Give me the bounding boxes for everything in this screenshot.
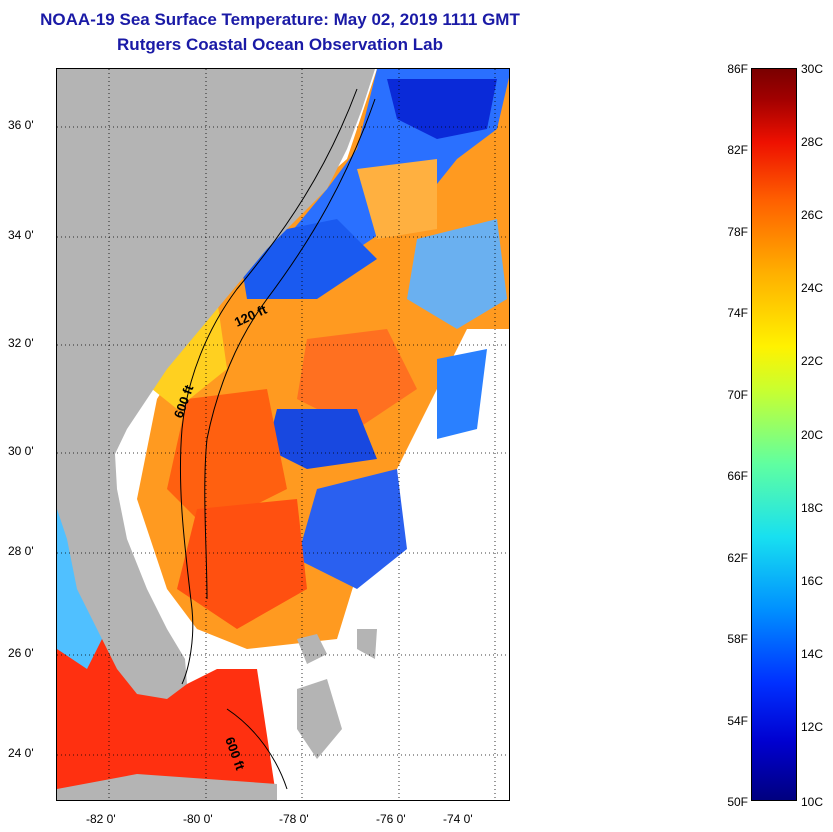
lat-label: 28 0' — [8, 544, 34, 558]
gulf-warm-water — [57, 489, 277, 800]
colorbar-c-label: 14C — [801, 647, 824, 661]
colorbar-f-label: 78F — [727, 225, 748, 239]
colorbar-c-label: 28C — [801, 135, 824, 149]
colorbar-f-label: 82F — [727, 143, 748, 157]
lon-label: -74 0' — [443, 812, 473, 826]
lon-label: -80 0' — [183, 812, 213, 826]
colorbar-c-label: 16C — [801, 574, 824, 588]
colorbar-c-label: 30C — [801, 62, 824, 76]
lon-label: -76 0' — [376, 812, 406, 826]
lon-label: -78 0' — [279, 812, 309, 826]
lat-label: 34 0' — [8, 228, 34, 242]
lat-label: 24 0' — [8, 746, 34, 760]
temperature-colorbar — [751, 68, 797, 801]
map-subtitle: Rutgers Coastal Ocean Observation Lab — [117, 35, 443, 54]
map-title: NOAA-19 Sea Surface Temperature: May 02,… — [40, 10, 520, 29]
lat-label: 32 0' — [8, 336, 34, 350]
colorbar-f-label: 86F — [727, 62, 748, 76]
colorbar-f-label: 74F — [727, 306, 748, 320]
cuba-land — [57, 774, 277, 800]
colorbar-c-label: 12C — [801, 720, 824, 734]
lon-label: -82 0' — [86, 812, 116, 826]
sst-swath — [117, 69, 509, 649]
bahamas-island — [357, 629, 377, 659]
colorbar-f-label: 62F — [727, 551, 748, 565]
colorbar-f-label: 50F — [727, 795, 748, 809]
colorbar-c-label: 26C — [801, 208, 824, 222]
colorbar-c-label: 22C — [801, 354, 824, 368]
isobath-contours — [179, 88, 376, 790]
colorbar-f-label: 70F — [727, 388, 748, 402]
lat-label: 26 0' — [8, 646, 34, 660]
lat-label: 36 0' — [8, 118, 34, 132]
lat-label: 30 0' — [8, 444, 34, 458]
colorbar-f-label: 66F — [727, 469, 748, 483]
sst-map: 120 ft 600 ft 600 ft — [56, 68, 510, 801]
sst-map-canvas: 120 ft 600 ft 600 ft — [57, 69, 509, 800]
colorbar-f-label: 54F — [727, 714, 748, 728]
bahamas-island — [297, 634, 327, 664]
us-land — [57, 69, 375, 699]
colorbar-c-label: 24C — [801, 281, 824, 295]
colorbar-c-label: 20C — [801, 428, 824, 442]
colorbar-f-label: 58F — [727, 632, 748, 646]
colorbar-c-label: 10C — [801, 795, 824, 809]
bahamas-island — [297, 679, 342, 759]
colorbar-c-label: 18C — [801, 501, 824, 515]
